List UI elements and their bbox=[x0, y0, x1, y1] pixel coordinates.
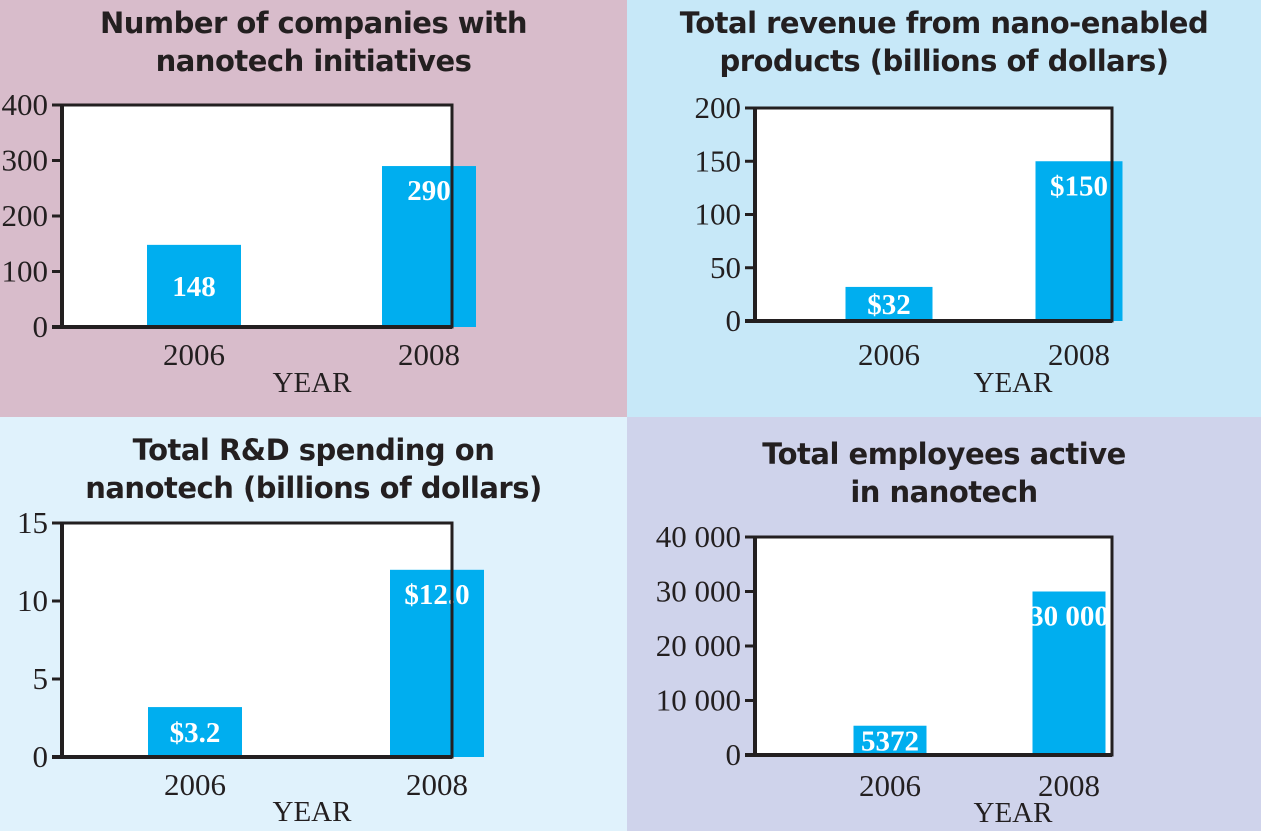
y-tick-label: 40 000 bbox=[656, 519, 741, 554]
chart-title-line-1: Total R&D spending on bbox=[132, 433, 495, 467]
chart-canvas: $3.2 $12.0 0 5 10 15 2006 2008 YEAR bbox=[17, 505, 484, 828]
x-tick-label: 2006 bbox=[164, 767, 226, 802]
y-tick-label: 10 000 bbox=[656, 683, 741, 718]
x-axis-title: YEAR bbox=[974, 367, 1054, 399]
y-tick-label: 300 bbox=[2, 143, 49, 178]
x-tick-label: 2008 bbox=[406, 767, 468, 802]
y-tick-label: 200 bbox=[695, 90, 742, 125]
data-label-2006: 148 bbox=[172, 271, 216, 303]
bar-2008 bbox=[1032, 591, 1106, 755]
data-label-2006: 5372 bbox=[861, 725, 919, 757]
bar-2006 bbox=[845, 286, 933, 321]
chart-title-line-2: nanotech initiatives bbox=[155, 44, 472, 78]
y-tick-label: 0 bbox=[33, 309, 49, 344]
chart-title-line-1: Total revenue from nano-enabled bbox=[679, 6, 1209, 40]
y-tick-label: 100 bbox=[695, 197, 742, 232]
chart-title: Total employees active in nanotech bbox=[627, 435, 1261, 511]
chart-title-line-2: in nanotech bbox=[850, 475, 1038, 509]
y-tick-label: 0 bbox=[726, 737, 742, 772]
panel-rnd-spending: Total R&D spending on nanotech (billions… bbox=[0, 417, 627, 831]
chart-canvas: 148 290 0 100 200 300 400 2006 2008 YEAR bbox=[2, 87, 476, 399]
x-axis-title: YEAR bbox=[974, 797, 1054, 829]
data-label-2008: 30 000 bbox=[1029, 601, 1109, 633]
x-tick-label: 2006 bbox=[858, 337, 920, 372]
plot-area bbox=[62, 523, 452, 757]
data-label-2006: $3.2 bbox=[170, 717, 221, 749]
x-tick-label: 2006 bbox=[163, 337, 225, 372]
y-tick-label: 150 bbox=[695, 143, 742, 178]
chart-title-line-2: nanotech (billions of dollars) bbox=[85, 471, 542, 505]
y-tick-label: 20 000 bbox=[656, 628, 741, 663]
x-axis-title: YEAR bbox=[273, 367, 353, 399]
x-tick-label: 2006 bbox=[859, 768, 921, 803]
y-tick-label: 10 bbox=[17, 583, 48, 618]
y-tick-label: 200 bbox=[2, 198, 49, 233]
chart-title-line-1: Number of companies with bbox=[99, 6, 528, 40]
chart-title: Total revenue from nano-enabled products… bbox=[627, 4, 1261, 80]
x-tick-label: 2008 bbox=[398, 337, 460, 372]
y-tick-label: 15 bbox=[17, 505, 48, 540]
x-axis-title: YEAR bbox=[273, 796, 353, 828]
bar-2006 bbox=[148, 707, 242, 757]
chart-title-line-2: products (billions of dollars) bbox=[719, 44, 1169, 78]
data-label-2008: 290 bbox=[407, 175, 451, 207]
bar-2008 bbox=[390, 569, 484, 757]
y-tick-label: 50 bbox=[710, 250, 741, 285]
chart-title-line-1: Total employees active bbox=[762, 437, 1126, 471]
x-tick-label: 2008 bbox=[1048, 337, 1110, 372]
bar-2006 bbox=[853, 725, 927, 755]
chart-title: Number of companies with nanotech initia… bbox=[0, 4, 627, 80]
data-label-2006: $32 bbox=[867, 289, 911, 321]
data-label-2008: $12.0 bbox=[404, 579, 469, 611]
x-tick-label: 2008 bbox=[1038, 768, 1100, 803]
y-tick-label: 100 bbox=[2, 254, 49, 289]
data-label-2008: $150 bbox=[1050, 170, 1108, 202]
y-tick-label: 0 bbox=[726, 303, 742, 338]
bar-2008 bbox=[1035, 161, 1123, 321]
panel-employees: Total employees active in nanotech 5372 3… bbox=[627, 417, 1261, 831]
bar-2006 bbox=[147, 244, 241, 327]
y-tick-label: 0 bbox=[33, 739, 49, 774]
panel-companies: Number of companies with nanotech initia… bbox=[0, 0, 627, 417]
chart-title: Total R&D spending on nanotech (billions… bbox=[0, 431, 627, 507]
chart-canvas: 5372 30 000 0 10 000 20 000 30 000 40 000 2006 2… bbox=[656, 519, 1114, 829]
bar-2008 bbox=[382, 166, 476, 327]
y-tick-label: 30 000 bbox=[656, 574, 741, 609]
y-tick-label: 5 bbox=[33, 661, 49, 696]
y-tick-label: 400 bbox=[2, 87, 49, 122]
panel-revenue: Total revenue from nano-enabled products… bbox=[627, 0, 1261, 417]
